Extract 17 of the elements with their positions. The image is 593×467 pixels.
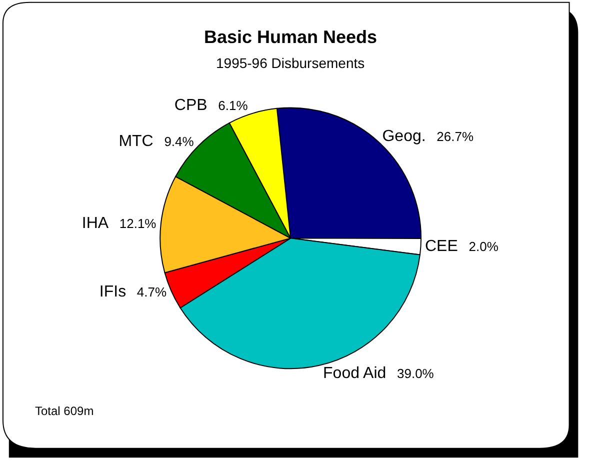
data-label: 9.4% bbox=[164, 134, 194, 149]
slice-label: Geog. bbox=[382, 128, 426, 146]
slice-label: CEE bbox=[425, 238, 458, 256]
slice-label: CPB bbox=[174, 97, 208, 114]
chart-title: Basic Human Needs bbox=[204, 27, 378, 47]
chart-subtitle: 1995-96 Disbursements bbox=[216, 55, 365, 71]
data-label: 39.0% bbox=[396, 366, 434, 382]
slice-label: MTC bbox=[118, 132, 154, 150]
data-label: 2.0% bbox=[468, 239, 498, 254]
data-label: 26.7% bbox=[436, 129, 474, 144]
data-label: 12.1% bbox=[119, 216, 156, 231]
slice-label: IFIs bbox=[99, 284, 126, 301]
slice-label: Food Aid bbox=[323, 365, 386, 382]
slice-label: IHA bbox=[82, 214, 109, 232]
data-label: 4.7% bbox=[136, 284, 167, 300]
text: Total 609m bbox=[35, 404, 94, 418]
data-label: 6.1% bbox=[218, 98, 248, 114]
